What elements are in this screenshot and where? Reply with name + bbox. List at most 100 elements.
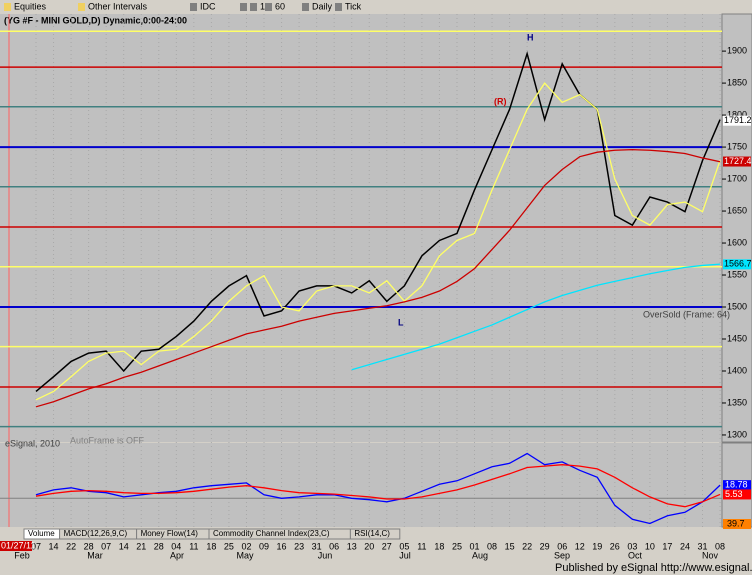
x-tick-label: 31 (698, 541, 708, 551)
y-tick-label: 1800 (727, 109, 747, 119)
x-tick-label: 31 (312, 541, 322, 551)
tab-value-box (723, 519, 751, 529)
x-tick-label: 28 (154, 541, 164, 551)
x-tick-label: 10 (645, 541, 655, 551)
x-tick-label: 14 (119, 541, 129, 551)
indicator-marker-label: 5.53 (725, 489, 743, 499)
x-tick-label: 04 (171, 541, 181, 551)
x-tick-label: 08 (487, 541, 497, 551)
x-tick-label: 14 (49, 541, 59, 551)
x-tick-label: 28 (84, 541, 94, 551)
y-tick-label: 1400 (727, 365, 747, 375)
month-label: May (236, 550, 254, 560)
price-pane (0, 14, 722, 442)
date-axis (0, 540, 752, 562)
x-tick-label: 23 (294, 541, 304, 551)
tab-label[interactable]: MACD(12,26,9,C) (64, 529, 128, 538)
x-tick-label: 13 (347, 541, 357, 551)
y-tick-label: 1650 (727, 205, 747, 215)
toolbar-icon[interactable] (190, 3, 197, 11)
month-label: Oct (628, 550, 643, 560)
x-tick-label: 21 (136, 541, 146, 551)
x-tick-label: 08 (715, 541, 725, 551)
indicator-marker (723, 489, 751, 500)
tab-label[interactable]: RSI(14,C) (354, 529, 390, 538)
price-marker (723, 156, 751, 167)
toolbar-icon[interactable] (240, 3, 247, 11)
price-axis (721, 13, 752, 443)
annotation: L (398, 317, 404, 327)
y-tick-label: 1900 (727, 45, 747, 55)
tab-label[interactable]: Volume (28, 529, 55, 538)
month-label: Sep (554, 550, 570, 560)
x-tick-label: 17 (662, 541, 672, 551)
indicator-marker-label: 18.78 (725, 480, 748, 490)
x-tick-label: 26 (610, 541, 620, 551)
macd-pane (0, 443, 722, 527)
series-line (351, 263, 721, 371)
x-tick-label: 25 (452, 541, 462, 551)
x-tick-label: 18 (206, 541, 216, 551)
series-line (35, 50, 721, 393)
x-tick-label: 02 (241, 541, 251, 551)
toolbar-item[interactable]: Daily (312, 1, 333, 11)
y-tick-label: 1850 (727, 77, 747, 87)
x-tick-label: 25 (224, 541, 234, 551)
month-label: Jul (399, 550, 411, 560)
toolbar-item[interactable]: Other Intervals (88, 1, 148, 11)
x-tick-label: 27 (382, 541, 392, 551)
toolbar (0, 0, 752, 14)
tab-label[interactable]: Commodity Channel Index(23,C) (213, 529, 330, 538)
annotation: H (527, 32, 534, 42)
month-label: Nov (702, 550, 719, 560)
toolbar-item[interactable]: IDC (200, 1, 216, 11)
y-tick-label: 1300 (727, 429, 747, 439)
tab[interactable] (349, 528, 401, 540)
y-tick-label: 1500 (727, 301, 747, 311)
price-marker (723, 115, 751, 126)
toolbar-icon[interactable] (302, 3, 309, 11)
y-tick-label: 1350 (727, 397, 747, 407)
x-tick-label: 06 (329, 541, 339, 551)
x-tick-label: 11 (417, 541, 426, 551)
indicator-marker (723, 480, 751, 491)
annotation: AutoFrame is OFF (70, 435, 145, 445)
toolbar-icon[interactable] (265, 3, 272, 11)
x-tick-label: 11 (189, 541, 198, 551)
tab-value: 39.7 (727, 518, 745, 528)
x-tick-label: 20 (364, 541, 374, 551)
month-label: Apr (170, 550, 184, 560)
x-tick-label: 22 (66, 541, 76, 551)
annotation: (R) (494, 96, 507, 106)
cursor-box (0, 541, 32, 551)
y-tick-label: 1750 (727, 141, 747, 151)
toolbar-item[interactable]: 60 (275, 1, 285, 11)
x-tick-label: 05 (399, 541, 409, 551)
month-label: Feb (14, 550, 30, 560)
month-label: Mar (87, 550, 103, 560)
x-tick-label: 16 (277, 541, 287, 551)
toolbar-icon[interactable] (250, 3, 257, 11)
toolbar-icon[interactable] (78, 3, 85, 11)
x-tick-label: 18 (434, 541, 444, 551)
x-tick-label: 03 (627, 541, 637, 551)
x-tick-label: 07 (31, 541, 41, 551)
x-tick-label: 19 (592, 541, 602, 551)
x-tick-label: 15 (505, 541, 515, 551)
x-tick-label: 22 (522, 541, 532, 551)
cursor-label: 01/27/11 (1, 540, 35, 550)
footer: Published by eSignal http://www.esignal.… (555, 562, 752, 574)
toolbar-item[interactable]: Tick (345, 1, 362, 11)
toolbar-icon[interactable] (4, 3, 11, 11)
price-marker-label: 1727.4 (724, 156, 752, 166)
y-tick-label: 1600 (727, 237, 747, 247)
toolbar-item[interactable]: Equities (14, 1, 47, 11)
annotation: eSignal, 2010 (5, 438, 60, 448)
month-label: Aug (472, 550, 488, 560)
toolbar-icon[interactable] (335, 3, 342, 11)
x-tick-label: 06 (557, 541, 567, 551)
x-tick-label: 24 (680, 541, 690, 551)
tab-label[interactable]: Money Flow(14) (141, 529, 199, 538)
